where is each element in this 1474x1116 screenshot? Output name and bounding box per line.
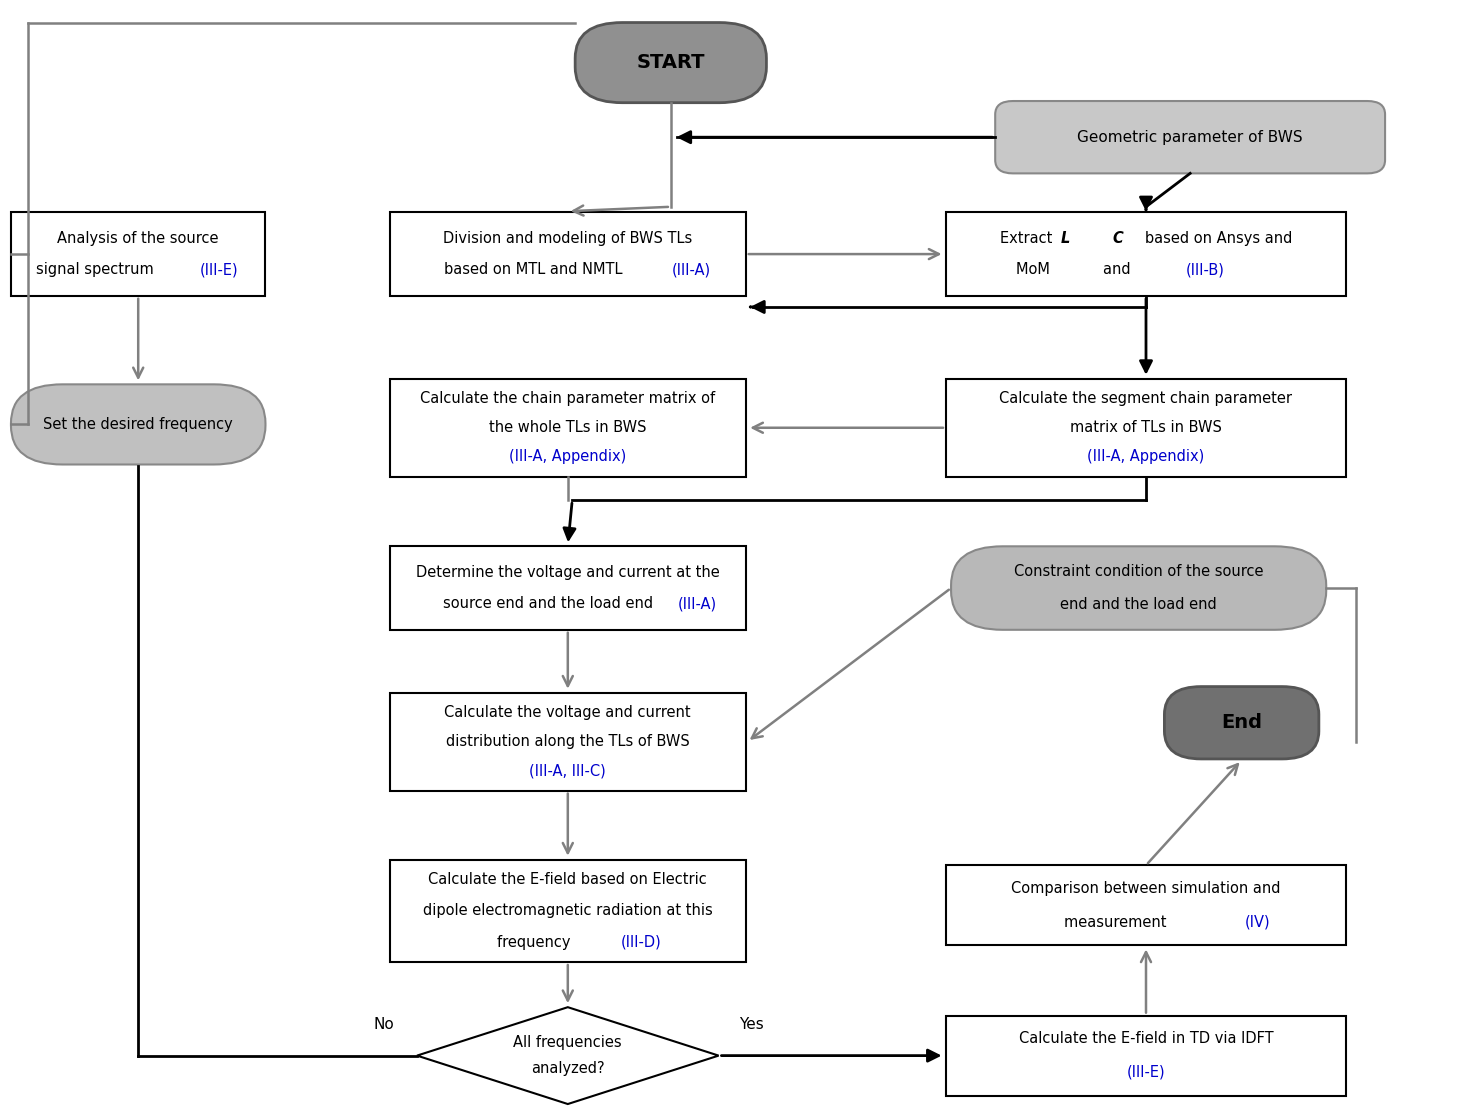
Text: Calculate the E-field based on Electric: Calculate the E-field based on Electric	[429, 873, 708, 887]
Text: Calculate the chain parameter matrix of: Calculate the chain parameter matrix of	[420, 392, 715, 406]
FancyBboxPatch shape	[1164, 686, 1319, 759]
Text: MoM: MoM	[1017, 262, 1055, 277]
Text: Geometric parameter of BWS: Geometric parameter of BWS	[1077, 129, 1303, 145]
Text: analyzed?: analyzed?	[531, 1061, 604, 1077]
Text: Yes: Yes	[740, 1017, 764, 1032]
Text: (III-A, Appendix): (III-A, Appendix)	[509, 450, 626, 464]
Text: Comparison between simulation and: Comparison between simulation and	[1011, 882, 1281, 896]
Text: Calculate the voltage and current: Calculate the voltage and current	[445, 705, 691, 720]
Text: (III-A): (III-A)	[672, 262, 710, 277]
Text: No: No	[373, 1017, 394, 1032]
Text: matrix of TLs in BWS: matrix of TLs in BWS	[1070, 421, 1222, 435]
Text: Determine the voltage and current at the: Determine the voltage and current at the	[416, 565, 719, 580]
Text: distribution along the TLs of BWS: distribution along the TLs of BWS	[447, 734, 690, 749]
Bar	[946, 865, 1346, 945]
Text: All frequencies: All frequencies	[513, 1035, 622, 1050]
Text: source end and the load end: source end and the load end	[442, 596, 657, 612]
Text: (III-B): (III-B)	[1185, 262, 1225, 277]
Text: (III-E): (III-E)	[1126, 1065, 1166, 1080]
Text: End: End	[1220, 713, 1262, 732]
Bar	[389, 859, 746, 962]
FancyBboxPatch shape	[995, 102, 1386, 173]
FancyBboxPatch shape	[951, 547, 1327, 629]
Text: Extract                    based on Ansys and: Extract based on Ansys and	[999, 231, 1293, 246]
Text: Calculate the segment chain parameter: Calculate the segment chain parameter	[999, 392, 1293, 406]
Text: (IV): (IV)	[1246, 914, 1271, 930]
Text: START: START	[637, 54, 705, 73]
Text: based on MTL and NMTL: based on MTL and NMTL	[444, 262, 626, 277]
Bar	[946, 378, 1346, 477]
Bar	[389, 378, 746, 477]
Text: dipole electromagnetic radiation at this: dipole electromagnetic radiation at this	[423, 903, 713, 918]
Text: (III-D): (III-D)	[621, 934, 662, 950]
Text: frequency: frequency	[497, 934, 579, 950]
Text: C: C	[1113, 231, 1123, 246]
Text: signal spectrum: signal spectrum	[35, 262, 158, 277]
Bar	[389, 547, 746, 629]
Text: and: and	[1104, 262, 1135, 277]
Text: end and the load end: end and the load end	[1060, 597, 1218, 613]
Text: Constraint condition of the source: Constraint condition of the source	[1014, 564, 1263, 579]
Text: Division and modeling of BWS TLs: Division and modeling of BWS TLs	[444, 231, 693, 246]
Bar	[389, 212, 746, 296]
Text: the whole TLs in BWS: the whole TLs in BWS	[489, 421, 647, 435]
Bar	[946, 212, 1346, 296]
Text: (III-E): (III-E)	[200, 262, 239, 277]
Bar	[389, 693, 746, 790]
Text: L: L	[1060, 231, 1070, 246]
Text: (III-A, III-C): (III-A, III-C)	[529, 763, 606, 778]
Text: Calculate the E-field in TD via IDFT: Calculate the E-field in TD via IDFT	[1019, 1031, 1274, 1047]
Text: (III-A, Appendix): (III-A, Appendix)	[1088, 450, 1204, 464]
Bar	[10, 212, 265, 296]
FancyBboxPatch shape	[575, 22, 766, 103]
Polygon shape	[417, 1007, 719, 1104]
FancyBboxPatch shape	[10, 384, 265, 464]
Text: measurement: measurement	[1064, 914, 1175, 930]
Bar	[946, 1016, 1346, 1096]
Text: Analysis of the source: Analysis of the source	[57, 231, 220, 246]
Text: Set the desired frequency: Set the desired frequency	[43, 417, 233, 432]
Text: (III-A): (III-A)	[678, 596, 716, 612]
